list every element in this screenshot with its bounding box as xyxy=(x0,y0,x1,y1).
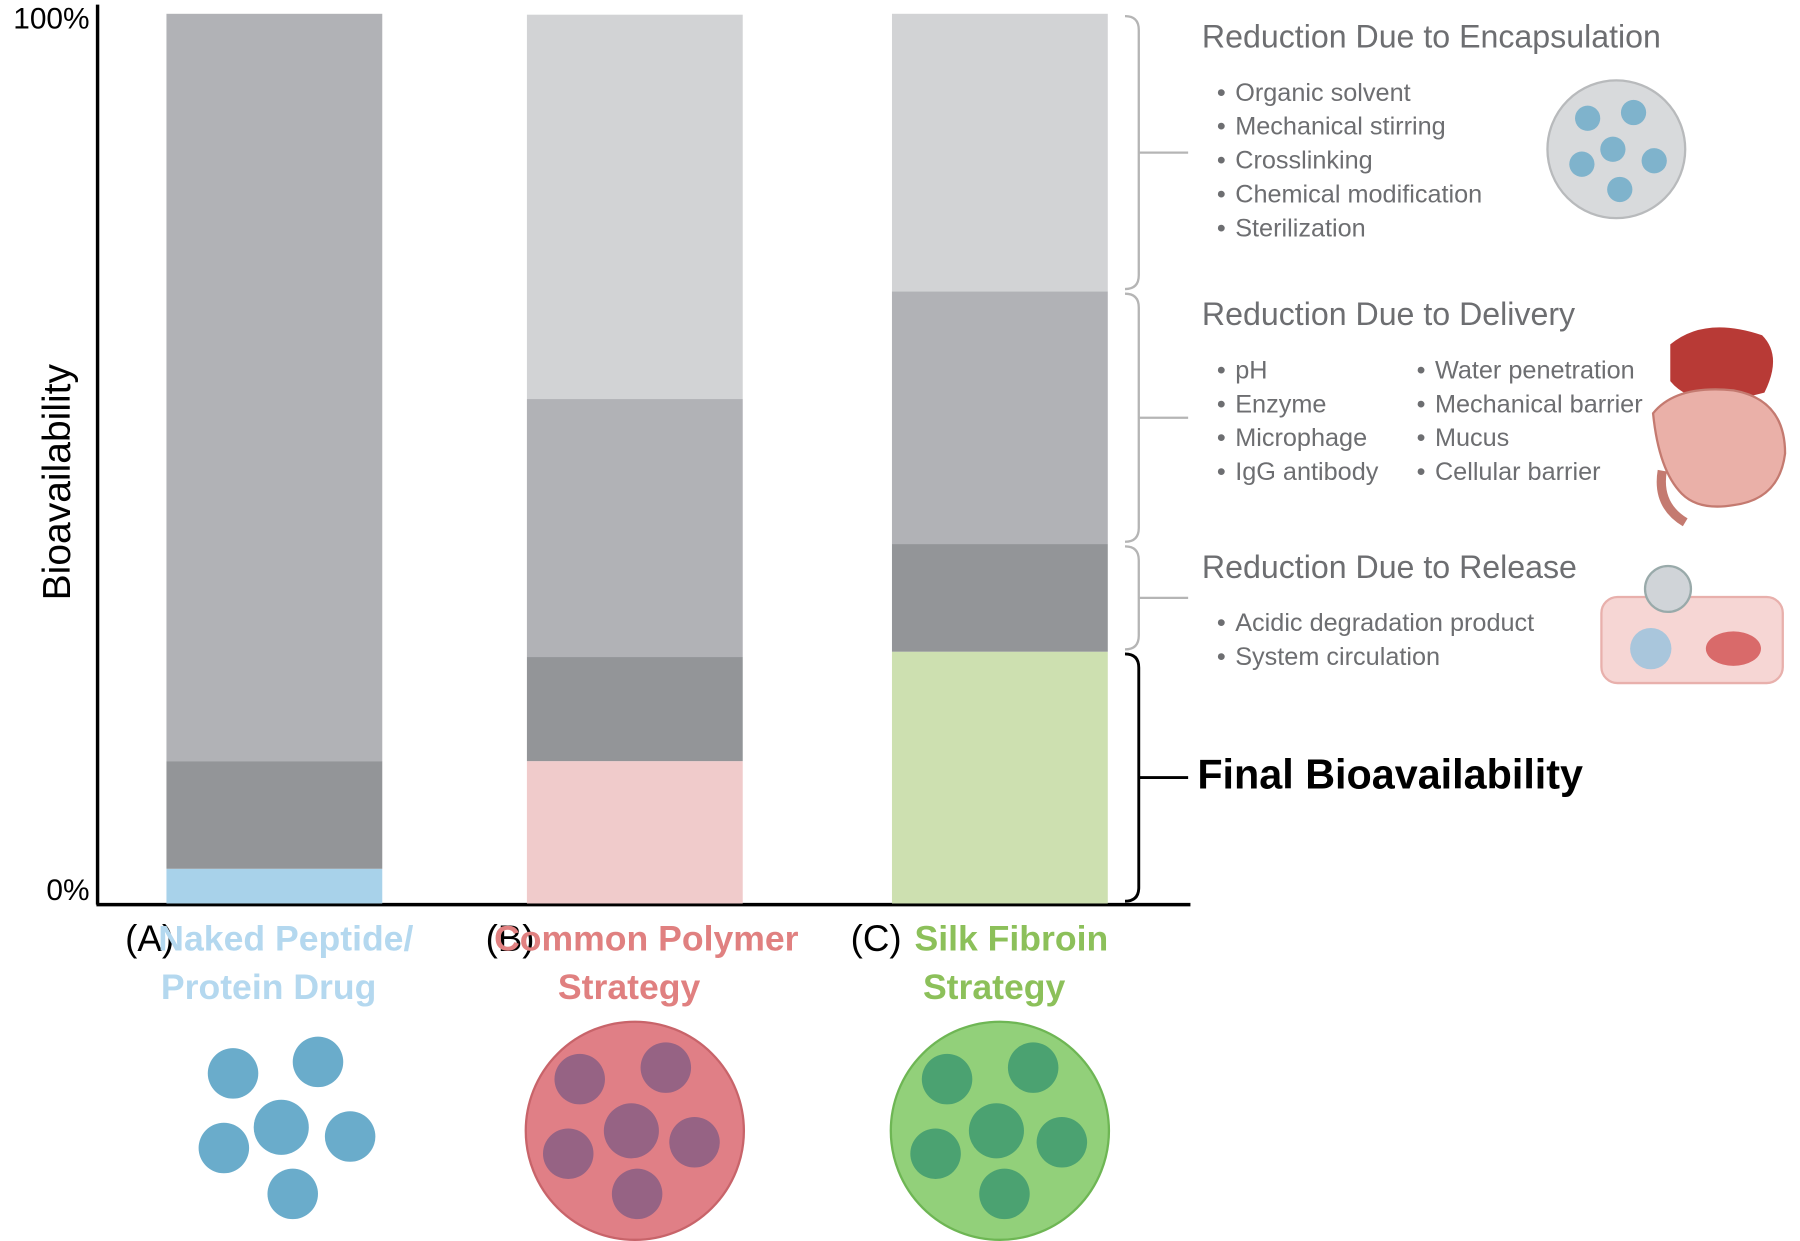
y-axis-label: Bioavailability xyxy=(36,363,79,600)
detail-bullet: • xyxy=(1217,390,1226,418)
bar-segment xyxy=(166,761,383,869)
y-tick-label: 0% xyxy=(46,874,89,907)
detail-bullet: • xyxy=(1217,180,1226,208)
category-prefix: (B) xyxy=(486,918,535,959)
bar-segment xyxy=(166,868,383,904)
bar-segment xyxy=(891,544,1108,652)
detail-item: Acidic degradation product xyxy=(1235,609,1534,637)
bar-segment xyxy=(526,399,743,658)
polymer-icon-proteins xyxy=(542,1042,720,1220)
bar-segment xyxy=(526,14,743,400)
detail-item: Water penetration xyxy=(1435,356,1635,384)
detail-item: Microphage xyxy=(1235,424,1367,452)
detail-bullet: • xyxy=(1217,609,1226,637)
detail-bullet: • xyxy=(1417,390,1426,418)
detail-bullet: • xyxy=(1217,113,1226,141)
detail-bullet: • xyxy=(1217,214,1226,242)
detail-bullet: • xyxy=(1217,424,1226,452)
bracket xyxy=(1124,545,1189,651)
detail-item: Mucus xyxy=(1435,424,1509,452)
legend-label: Final Bioavailability xyxy=(1197,752,1583,798)
bracket xyxy=(1124,652,1189,903)
detail-bullet: • xyxy=(1217,79,1226,107)
release-icon xyxy=(1600,564,1784,685)
silk-icon-proteins xyxy=(910,1042,1088,1220)
bar-segment xyxy=(526,761,743,904)
category-label: Silk Fibroin xyxy=(914,919,1108,959)
detail-item: Mechanical barrier xyxy=(1435,390,1643,418)
detail-bullet: • xyxy=(1417,458,1426,486)
naked-protein-icon xyxy=(198,1036,376,1220)
legend-label: Reduction Due to Delivery xyxy=(1202,296,1575,332)
detail-bullet: • xyxy=(1217,458,1226,486)
delivery-icon xyxy=(1651,327,1787,527)
bracket xyxy=(1124,14,1189,291)
bar-segment xyxy=(891,291,1108,545)
detail-bullet: • xyxy=(1217,147,1226,175)
detail-item: Sterilization xyxy=(1235,214,1366,242)
legend-label: Reduction Due to Release xyxy=(1202,549,1577,585)
encapsulation-icon-proteins xyxy=(1569,99,1667,203)
category-prefix: (C) xyxy=(851,918,902,959)
bar-segment xyxy=(526,657,743,762)
detail-bullet: • xyxy=(1417,356,1426,384)
detail-item: IgG antibody xyxy=(1235,458,1379,486)
detail-bullet: • xyxy=(1217,643,1226,671)
detail-item: Crosslinking xyxy=(1235,147,1373,175)
category-label: Strategy xyxy=(923,967,1066,1007)
category-label: Common Polymer xyxy=(494,919,799,959)
detail-item: Cellular barrier xyxy=(1435,458,1601,486)
detail-item: pH xyxy=(1235,356,1267,384)
bar-segment xyxy=(891,13,1108,292)
detail-bullet: • xyxy=(1217,356,1226,384)
detail-item: Enzyme xyxy=(1235,390,1326,418)
category-label: Strategy xyxy=(558,967,701,1007)
detail-item: Organic solvent xyxy=(1235,79,1410,107)
legend-label: Reduction Due to Encapsulation xyxy=(1202,19,1661,55)
detail-bullet: • xyxy=(1417,424,1426,452)
bracket xyxy=(1124,292,1189,543)
detail-item: Mechanical stirring xyxy=(1235,113,1446,141)
detail-item: System circulation xyxy=(1235,643,1440,671)
illustrations xyxy=(198,79,1787,1241)
bar-segment xyxy=(166,13,383,762)
bar-segment xyxy=(891,651,1108,904)
category-label: Naked Peptide/ xyxy=(158,919,413,959)
category-prefix: (A) xyxy=(125,918,174,959)
category-label: Protein Drug xyxy=(161,967,376,1007)
detail-item: Chemical modification xyxy=(1235,180,1482,208)
y-tick-label: 100% xyxy=(13,3,89,36)
